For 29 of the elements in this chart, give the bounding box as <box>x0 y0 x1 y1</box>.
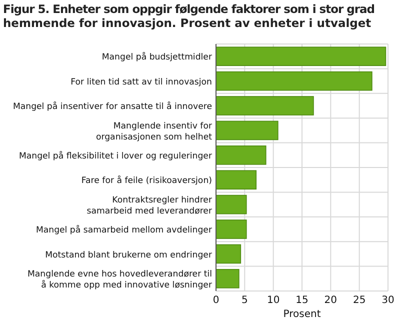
bar <box>216 46 386 66</box>
bar <box>216 170 257 190</box>
y-tick-label: Mangel på insentiver for ansatte til å innovere <box>12 101 212 112</box>
chart-title: Figur 5. Enheter som oppgir følgende faktorer som i stor grad hemmende for innovasjon. Prosent av enheter i utvalget <box>3 2 375 30</box>
x-tick-label: 10 <box>266 295 280 306</box>
x-tick-label: 20 <box>324 295 338 306</box>
x-tick-label: 0 <box>212 295 220 306</box>
y-tick-label: Fare for å feile (risikoaversjon) <box>81 175 212 186</box>
y-tick-label: For liten tid satt av til innovasjon <box>70 77 212 88</box>
y-tick-label: Mangel på budsjettmidler <box>102 52 212 63</box>
bar <box>216 145 266 165</box>
x-axis-title: Prosent <box>283 309 321 320</box>
y-tick-label: Mangel på fleksibilitet i lover og reguleringer <box>18 150 212 162</box>
bar <box>216 71 372 91</box>
y-tick-label: Manglende evne hos hovedleverandører til å komme opp med innovative løsninger <box>27 269 212 290</box>
bar <box>216 120 278 140</box>
bar <box>216 268 240 288</box>
bar <box>216 96 314 116</box>
y-tick-label: Mangel på samarbeid mellom avdelinger <box>36 224 212 236</box>
y-tick-label: Manglende insentiv for organisasjonen som helhet <box>96 121 213 142</box>
x-tick-label: 30 <box>382 295 394 306</box>
bar <box>216 220 247 239</box>
y-tick-label: Kontraktsregler hindrer samarbeid med leverandører <box>86 195 212 216</box>
x-tick-label: 15 <box>296 295 308 306</box>
x-tick-label: 25 <box>352 295 366 306</box>
bar <box>216 244 242 264</box>
bar <box>216 194 247 214</box>
y-tick-label: Motstand blant brukerne om endringer <box>45 250 212 260</box>
x-tick-label: 5 <box>241 295 248 306</box>
